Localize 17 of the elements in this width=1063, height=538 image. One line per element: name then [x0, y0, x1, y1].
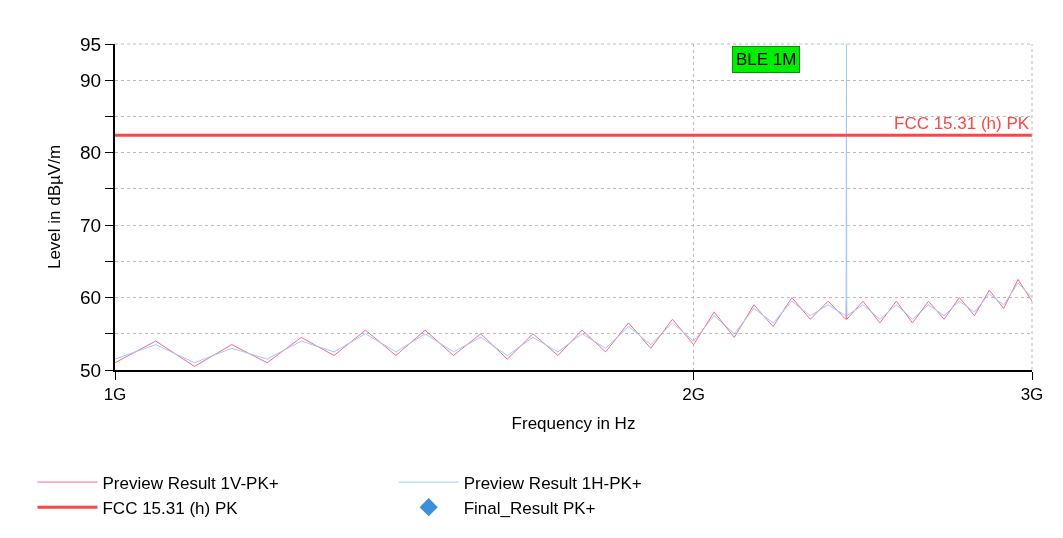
- y-axis-title: Level in dBµV/m: [45, 144, 65, 270]
- y-tick-label: 95: [80, 33, 102, 55]
- y-tick-label: 70: [80, 214, 102, 236]
- y-tick-label: 80: [80, 142, 102, 164]
- legend-label: Final_Result PK+: [463, 498, 596, 518]
- x-tick-label: 3G: [1020, 385, 1044, 405]
- y-tick-label: 50: [80, 359, 102, 381]
- legend-label: Preview Result 1H-PK+: [463, 473, 642, 493]
- y-tick-label: 90: [80, 69, 102, 91]
- x-axis-title: Frequency in Hz: [511, 414, 636, 434]
- legend-label: FCC 15.31 (h) PK: [102, 498, 239, 518]
- annotation: FCC 15.31 (h) PK: [894, 114, 1030, 133]
- legend-label: Preview Result 1V-PK+: [102, 473, 279, 493]
- x-tick-label: 2G: [682, 385, 705, 405]
- annotation: BLE 1M: [736, 50, 797, 69]
- x-tick-label: 1G: [103, 385, 127, 405]
- y-tick-label: 60: [80, 287, 102, 309]
